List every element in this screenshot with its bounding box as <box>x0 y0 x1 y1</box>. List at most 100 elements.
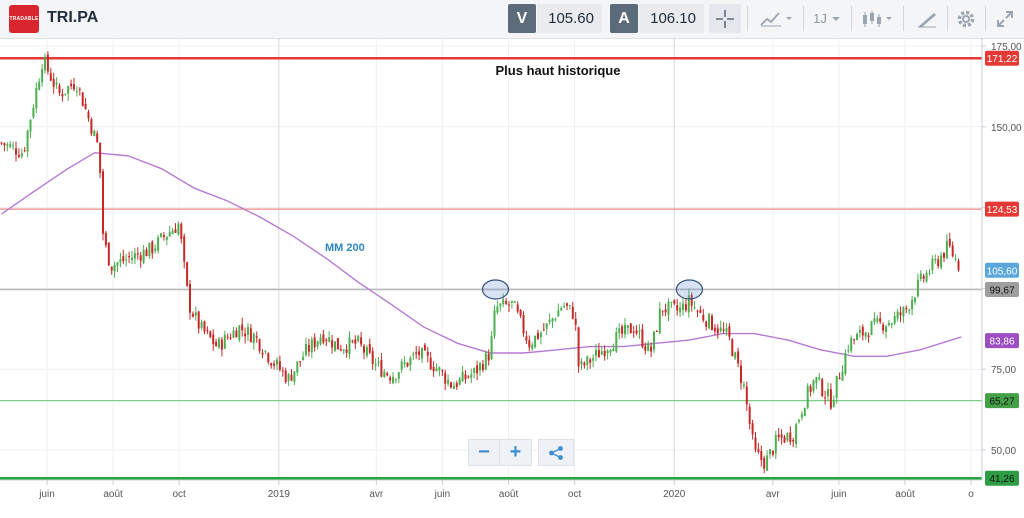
candle-body <box>574 318 577 325</box>
candle-body <box>502 299 505 305</box>
candle-body <box>20 153 23 157</box>
candle-body <box>484 352 487 370</box>
badge-bg <box>985 470 1019 486</box>
gear-icon[interactable] <box>950 4 982 33</box>
price-badge-low: 41,26 <box>985 470 1019 486</box>
candle-body <box>534 335 537 348</box>
x-tick-label: août <box>103 489 123 500</box>
chart-type-icon[interactable] <box>755 4 797 33</box>
crosshair-icon[interactable] <box>709 4 741 33</box>
candle-body <box>774 435 777 454</box>
candle-body <box>713 327 716 332</box>
candle-body <box>771 450 774 455</box>
price-chart[interactable]: Plus haut historique MM 200 50,00 75,00 15… <box>0 38 1024 518</box>
candle-body <box>444 372 447 384</box>
candle-body <box>928 272 931 274</box>
candle-body <box>336 338 339 350</box>
candle-body <box>481 364 484 370</box>
chart-title: Plus haut historique <box>496 63 621 78</box>
candle-body <box>957 260 960 271</box>
candle-body <box>102 171 104 234</box>
candle-body <box>87 111 90 119</box>
candle-body <box>931 258 934 271</box>
candle-body <box>461 371 464 382</box>
candle-body <box>951 245 954 257</box>
y-tick-label: 175,00 <box>991 42 1022 53</box>
share-button[interactable] <box>538 439 574 466</box>
candle-body <box>812 380 815 391</box>
candle-body <box>212 334 215 345</box>
sell-button[interactable]: V <box>508 4 536 33</box>
candle-body <box>46 54 49 72</box>
candle-body <box>864 332 867 337</box>
candle-body <box>183 236 186 262</box>
candle-body <box>580 361 583 365</box>
candle-body <box>264 350 267 352</box>
x-tick-label: juin <box>434 489 451 500</box>
candle-body <box>339 349 342 351</box>
buy-button[interactable]: A <box>610 4 638 33</box>
drawing-icon[interactable] <box>908 4 946 33</box>
candle-body <box>754 437 757 450</box>
candle-body <box>0 142 3 144</box>
candle-body <box>745 386 748 405</box>
candle-body <box>415 352 418 354</box>
candle-body <box>705 321 708 327</box>
candle-body <box>612 348 615 352</box>
price-badge-ma: 83,86 <box>985 333 1019 349</box>
candle-body <box>319 337 322 344</box>
moving-average-line <box>1 151 962 357</box>
sell-price[interactable]: 105.60 <box>537 4 602 33</box>
candle-body <box>325 339 328 342</box>
buy-price[interactable]: 106.10 <box>639 4 704 33</box>
candle-body <box>55 82 58 85</box>
candle-body <box>490 335 493 360</box>
x-tick-label: juin <box>38 489 55 500</box>
zoom-in-button[interactable]: + <box>500 439 532 466</box>
candle-body <box>537 332 539 339</box>
badge-bg <box>985 201 1019 217</box>
candle-body <box>786 433 789 441</box>
candle-body <box>189 284 191 313</box>
candle-body <box>876 318 879 322</box>
candle-body <box>916 279 919 297</box>
candle-body <box>760 451 763 461</box>
candle-body <box>586 356 589 365</box>
candle-body <box>206 330 209 332</box>
candle-body <box>75 91 78 93</box>
candle-body <box>90 119 93 134</box>
candle-body <box>853 339 856 341</box>
candle-body <box>470 374 473 378</box>
candle-body <box>882 324 885 331</box>
fullscreen-icon[interactable] <box>989 4 1021 33</box>
candles-icon[interactable] <box>856 4 898 33</box>
interval-dropdown[interactable]: 1J <box>808 4 846 33</box>
candle-body <box>879 318 882 322</box>
candle-body <box>531 344 534 349</box>
candle-body <box>348 337 351 355</box>
candle-body <box>334 341 336 351</box>
candle-body <box>128 256 131 258</box>
candle-body <box>597 349 600 358</box>
candle-body <box>667 301 670 315</box>
candle-body <box>624 324 626 335</box>
candle-body <box>110 266 113 271</box>
candle-body <box>603 350 606 357</box>
chevron-down-icon <box>831 16 840 21</box>
candle-body <box>763 458 766 469</box>
candle-body <box>873 318 876 323</box>
candle-body <box>508 304 510 306</box>
candle-body <box>867 335 870 338</box>
candle-body <box>255 336 258 338</box>
candle-body <box>397 372 400 379</box>
candle-body <box>473 368 476 374</box>
candle-body <box>696 310 699 312</box>
candle-body <box>655 330 658 332</box>
candle-body <box>119 259 122 263</box>
candle-body <box>452 386 455 389</box>
candle-body <box>719 327 722 332</box>
candle-body <box>162 234 165 238</box>
candle-body <box>493 310 496 336</box>
candle-body <box>650 346 653 352</box>
zoom-out-button[interactable]: − <box>468 439 500 466</box>
